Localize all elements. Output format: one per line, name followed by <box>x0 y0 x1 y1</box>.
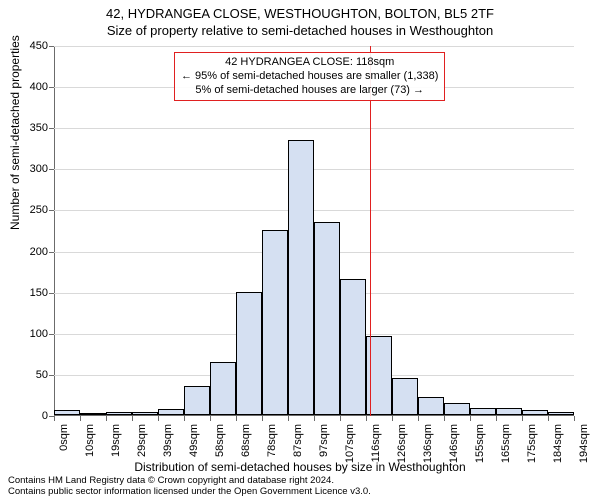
ytick-label: 50 <box>10 369 48 381</box>
ytick-mark <box>49 87 54 88</box>
xtick-mark <box>470 416 471 421</box>
footer-line-2: Contains public sector information licen… <box>8 487 371 498</box>
histogram-bar <box>262 230 288 415</box>
y-axis <box>54 46 55 416</box>
histogram-bar <box>340 279 366 415</box>
xtick-label: 10sqm <box>84 424 96 457</box>
xtick-label: 107sqm <box>344 424 356 463</box>
xtick-mark <box>132 416 133 421</box>
ytick-label: 200 <box>10 246 48 258</box>
ytick-label: 400 <box>10 81 48 93</box>
histogram-bar <box>522 410 548 415</box>
xtick-mark <box>184 416 185 421</box>
reference-line <box>370 46 371 416</box>
histogram-bar <box>106 412 132 415</box>
xtick-mark <box>158 416 159 421</box>
xtick-mark <box>106 416 107 421</box>
histogram-bar <box>444 403 470 415</box>
xtick-label: 39sqm <box>162 424 174 457</box>
histogram-bar <box>158 409 184 415</box>
ytick-label: 350 <box>10 122 48 134</box>
histogram-bar <box>184 386 210 415</box>
xtick-label: 78sqm <box>266 424 278 457</box>
xtick-mark <box>366 416 367 421</box>
histogram-bar <box>392 378 418 415</box>
xtick-label: 155sqm <box>474 424 486 463</box>
gridline <box>54 169 574 170</box>
xtick-label: 97sqm <box>318 424 330 457</box>
histogram-bar <box>80 413 106 415</box>
xtick-label: 29sqm <box>136 424 148 457</box>
xtick-label: 87sqm <box>292 424 304 457</box>
ytick-label: 300 <box>10 163 48 175</box>
xtick-mark <box>80 416 81 421</box>
xtick-mark <box>210 416 211 421</box>
annotation-line: 42 HYDRANGEA CLOSE: 118sqm <box>181 56 438 70</box>
histogram-bar <box>54 410 80 415</box>
ytick-mark <box>49 210 54 211</box>
histogram-bar <box>288 140 314 415</box>
ytick-mark <box>49 128 54 129</box>
xtick-label: 175sqm <box>526 424 538 463</box>
ytick-label: 450 <box>10 40 48 52</box>
xtick-mark <box>496 416 497 421</box>
annotation-line: 5% of semi-detached houses are larger (7… <box>181 84 438 98</box>
histogram-bar <box>236 292 262 415</box>
chart-title: 42, HYDRANGEA CLOSE, WESTHOUGHTON, BOLTO… <box>0 6 600 21</box>
ytick-mark <box>49 46 54 47</box>
xtick-label: 0sqm <box>58 424 70 451</box>
xtick-mark <box>548 416 549 421</box>
histogram-bar <box>418 397 444 415</box>
ytick-mark <box>49 169 54 170</box>
x-axis-label: Distribution of semi-detached houses by … <box>0 460 600 474</box>
xtick-label: 19sqm <box>110 424 122 457</box>
histogram-bar <box>314 222 340 415</box>
xtick-mark <box>392 416 393 421</box>
ytick-label: 100 <box>10 328 48 340</box>
xtick-mark <box>314 416 315 421</box>
annotation-box: 42 HYDRANGEA CLOSE: 118sqm← 95% of semi-… <box>174 52 445 101</box>
footer-attribution: Contains HM Land Registry data © Crown c… <box>8 476 371 498</box>
xtick-label: 58sqm <box>214 424 226 457</box>
annotation-line: ← 95% of semi-detached houses are smalle… <box>181 70 438 84</box>
ytick-mark <box>49 252 54 253</box>
xtick-label: 68sqm <box>240 424 252 457</box>
ytick-mark <box>49 375 54 376</box>
xtick-label: 126sqm <box>396 424 408 463</box>
ytick-mark <box>49 293 54 294</box>
xtick-mark <box>444 416 445 421</box>
xtick-label: 165sqm <box>500 424 512 463</box>
xtick-mark <box>236 416 237 421</box>
xtick-mark <box>574 416 575 421</box>
xtick-label: 146sqm <box>448 424 460 463</box>
ytick-label: 250 <box>10 204 48 216</box>
chart-area: 0sqm10sqm19sqm29sqm39sqm49sqm58sqm68sqm7… <box>54 46 574 416</box>
gridline <box>54 46 574 47</box>
xtick-label: 136sqm <box>422 424 434 463</box>
xtick-label: 184sqm <box>552 424 564 463</box>
xtick-mark <box>54 416 55 421</box>
chart-subtitle: Size of property relative to semi-detach… <box>0 23 600 38</box>
plot-area: 0sqm10sqm19sqm29sqm39sqm49sqm58sqm68sqm7… <box>54 46 574 416</box>
histogram-bar <box>210 362 236 415</box>
gridline <box>54 128 574 129</box>
ytick-label: 0 <box>10 410 48 422</box>
histogram-bar <box>496 408 522 415</box>
xtick-label: 116sqm <box>370 424 382 462</box>
xtick-mark <box>340 416 341 421</box>
histogram-bar <box>132 412 158 415</box>
xtick-label: 49sqm <box>188 424 200 457</box>
histogram-bar <box>548 412 574 415</box>
xtick-mark <box>418 416 419 421</box>
gridline <box>54 210 574 211</box>
xtick-mark <box>522 416 523 421</box>
ytick-label: 150 <box>10 287 48 299</box>
ytick-mark <box>49 334 54 335</box>
xtick-mark <box>262 416 263 421</box>
xtick-mark <box>288 416 289 421</box>
histogram-bar <box>470 408 496 415</box>
xtick-label: 194sqm <box>578 424 590 463</box>
